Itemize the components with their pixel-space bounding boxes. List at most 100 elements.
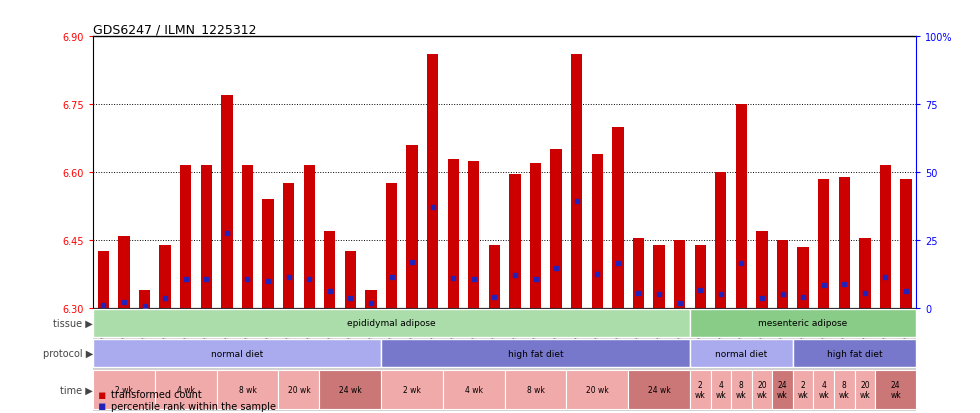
Bar (566, 370, 628, 409)
Text: mesenteric adipose: mesenteric adipose (759, 319, 848, 328)
Bar (217, 370, 278, 409)
Bar (654, 245, 664, 308)
Bar (93, 339, 381, 367)
Text: normal diet: normal diet (211, 349, 264, 358)
Text: protocol ▶: protocol ▶ (43, 348, 93, 358)
Bar (690, 309, 916, 337)
Text: 24 wk: 24 wk (648, 385, 670, 394)
Bar (319, 370, 381, 409)
Text: 4 wk: 4 wk (465, 385, 483, 394)
Bar (612, 128, 623, 308)
Bar (880, 166, 891, 308)
Bar (628, 370, 690, 409)
Bar (242, 166, 253, 308)
Bar (839, 177, 850, 308)
Text: 2
wk: 2 wk (798, 380, 808, 399)
Text: 8 wk: 8 wk (526, 385, 545, 394)
Text: time ▶: time ▶ (61, 385, 93, 394)
Text: 20
wk: 20 wk (859, 380, 870, 399)
Bar (366, 290, 376, 308)
Bar (160, 245, 171, 308)
Bar (263, 200, 273, 308)
Bar (381, 370, 443, 409)
Bar (793, 339, 916, 367)
Bar (901, 180, 911, 308)
Text: 8 wk: 8 wk (238, 385, 257, 394)
Bar (448, 159, 459, 308)
Bar (489, 245, 500, 308)
Bar (710, 370, 731, 409)
Bar (155, 370, 217, 409)
Bar (510, 175, 520, 308)
Text: ▪: ▪ (98, 399, 107, 412)
Bar (551, 150, 562, 308)
Bar (855, 370, 875, 409)
Bar (690, 370, 710, 409)
Bar (139, 290, 150, 308)
Bar (859, 238, 870, 308)
Bar (93, 309, 690, 337)
Bar (798, 247, 808, 308)
Text: 2 wk: 2 wk (403, 385, 421, 394)
Text: 8
wk: 8 wk (839, 380, 850, 399)
Text: epididymal adipose: epididymal adipose (347, 319, 436, 328)
Text: normal diet: normal diet (715, 349, 767, 358)
Text: 20 wk: 20 wk (287, 385, 311, 394)
Bar (278, 370, 319, 409)
Bar (592, 154, 603, 308)
Text: tissue ▶: tissue ▶ (53, 318, 93, 328)
Bar (324, 231, 335, 308)
Bar (875, 370, 916, 409)
Bar (633, 238, 644, 308)
Bar (381, 339, 690, 367)
Bar (119, 236, 129, 308)
Bar (427, 55, 438, 308)
Bar (772, 370, 793, 409)
Text: high fat diet: high fat diet (508, 349, 564, 358)
Bar (304, 166, 315, 308)
Bar (221, 96, 232, 308)
Bar (752, 370, 772, 409)
Text: 4
wk: 4 wk (818, 380, 829, 399)
Bar (571, 55, 582, 308)
Bar (201, 166, 212, 308)
Bar (180, 166, 191, 308)
Bar (818, 180, 829, 308)
Text: 4
wk: 4 wk (715, 380, 726, 399)
Bar (695, 245, 706, 308)
Text: high fat diet: high fat diet (827, 349, 882, 358)
Text: 20 wk: 20 wk (586, 385, 609, 394)
Bar (93, 370, 155, 409)
Bar (443, 370, 505, 409)
Text: 4 wk: 4 wk (176, 385, 195, 394)
Bar (690, 339, 793, 367)
Bar (98, 252, 109, 308)
Bar (715, 173, 726, 308)
Bar (407, 146, 417, 308)
Text: percentile rank within the sample: percentile rank within the sample (111, 401, 275, 411)
Bar (93, 308, 916, 411)
Bar (736, 105, 747, 308)
Bar (468, 161, 479, 308)
Text: 24
wk: 24 wk (891, 380, 901, 399)
Bar (386, 184, 397, 308)
Bar (777, 240, 788, 308)
Text: ▪: ▪ (98, 388, 107, 401)
Bar (530, 164, 541, 308)
Bar (834, 370, 855, 409)
Bar (813, 370, 834, 409)
Bar (505, 370, 566, 409)
Text: 8
wk: 8 wk (736, 380, 747, 399)
Text: GDS6247 / ILMN_1225312: GDS6247 / ILMN_1225312 (93, 23, 257, 36)
Text: 2
wk: 2 wk (695, 380, 706, 399)
Text: 24
wk: 24 wk (777, 380, 788, 399)
Text: 2 wk: 2 wk (115, 385, 133, 394)
Text: 24 wk: 24 wk (339, 385, 362, 394)
Bar (345, 252, 356, 308)
Bar (731, 370, 752, 409)
Text: 20
wk: 20 wk (757, 380, 767, 399)
Bar (757, 231, 767, 308)
Text: transformed count: transformed count (111, 389, 202, 399)
Bar (793, 370, 813, 409)
Bar (674, 240, 685, 308)
